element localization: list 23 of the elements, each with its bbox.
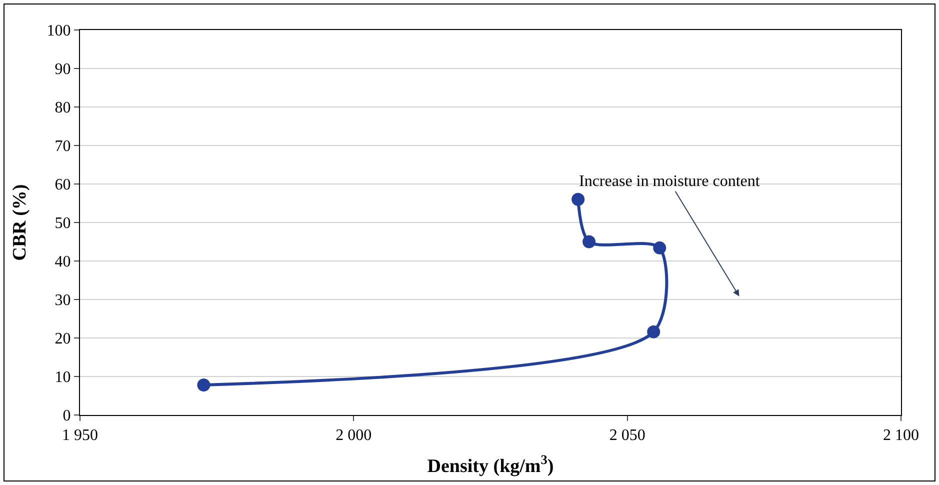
point [653,241,666,254]
point [647,325,660,338]
annotation: Increase in moisture content [579,173,760,190]
y-tick-label: 60 [54,176,71,194]
y-tick-label: 20 [54,330,71,348]
y-tick-label: 0 [62,408,71,425]
x-tick-label: 1 950 [62,427,98,444]
y-axis-title: CBR (%) [10,184,31,261]
y-tick-label: 50 [54,215,71,232]
y-tick-label: 80 [54,100,71,117]
y-tick-label: 90 [54,61,71,78]
y-tick-label: 70 [54,138,71,156]
point [197,378,210,392]
x-tick-label: 2 000 [336,427,372,444]
y-tick-label: 10 [54,369,71,386]
x-tick-label: 2 050 [609,427,646,444]
y-tick-label: 30 [54,292,71,310]
y-tick-label: 100 [46,22,71,40]
x-tick-label: 2 100 [883,427,919,444]
y-tick-label: 40 [54,254,71,271]
x-axis-title: Density (kg/m$^{3}$) [427,452,554,477]
point [582,235,596,248]
point [572,192,585,206]
